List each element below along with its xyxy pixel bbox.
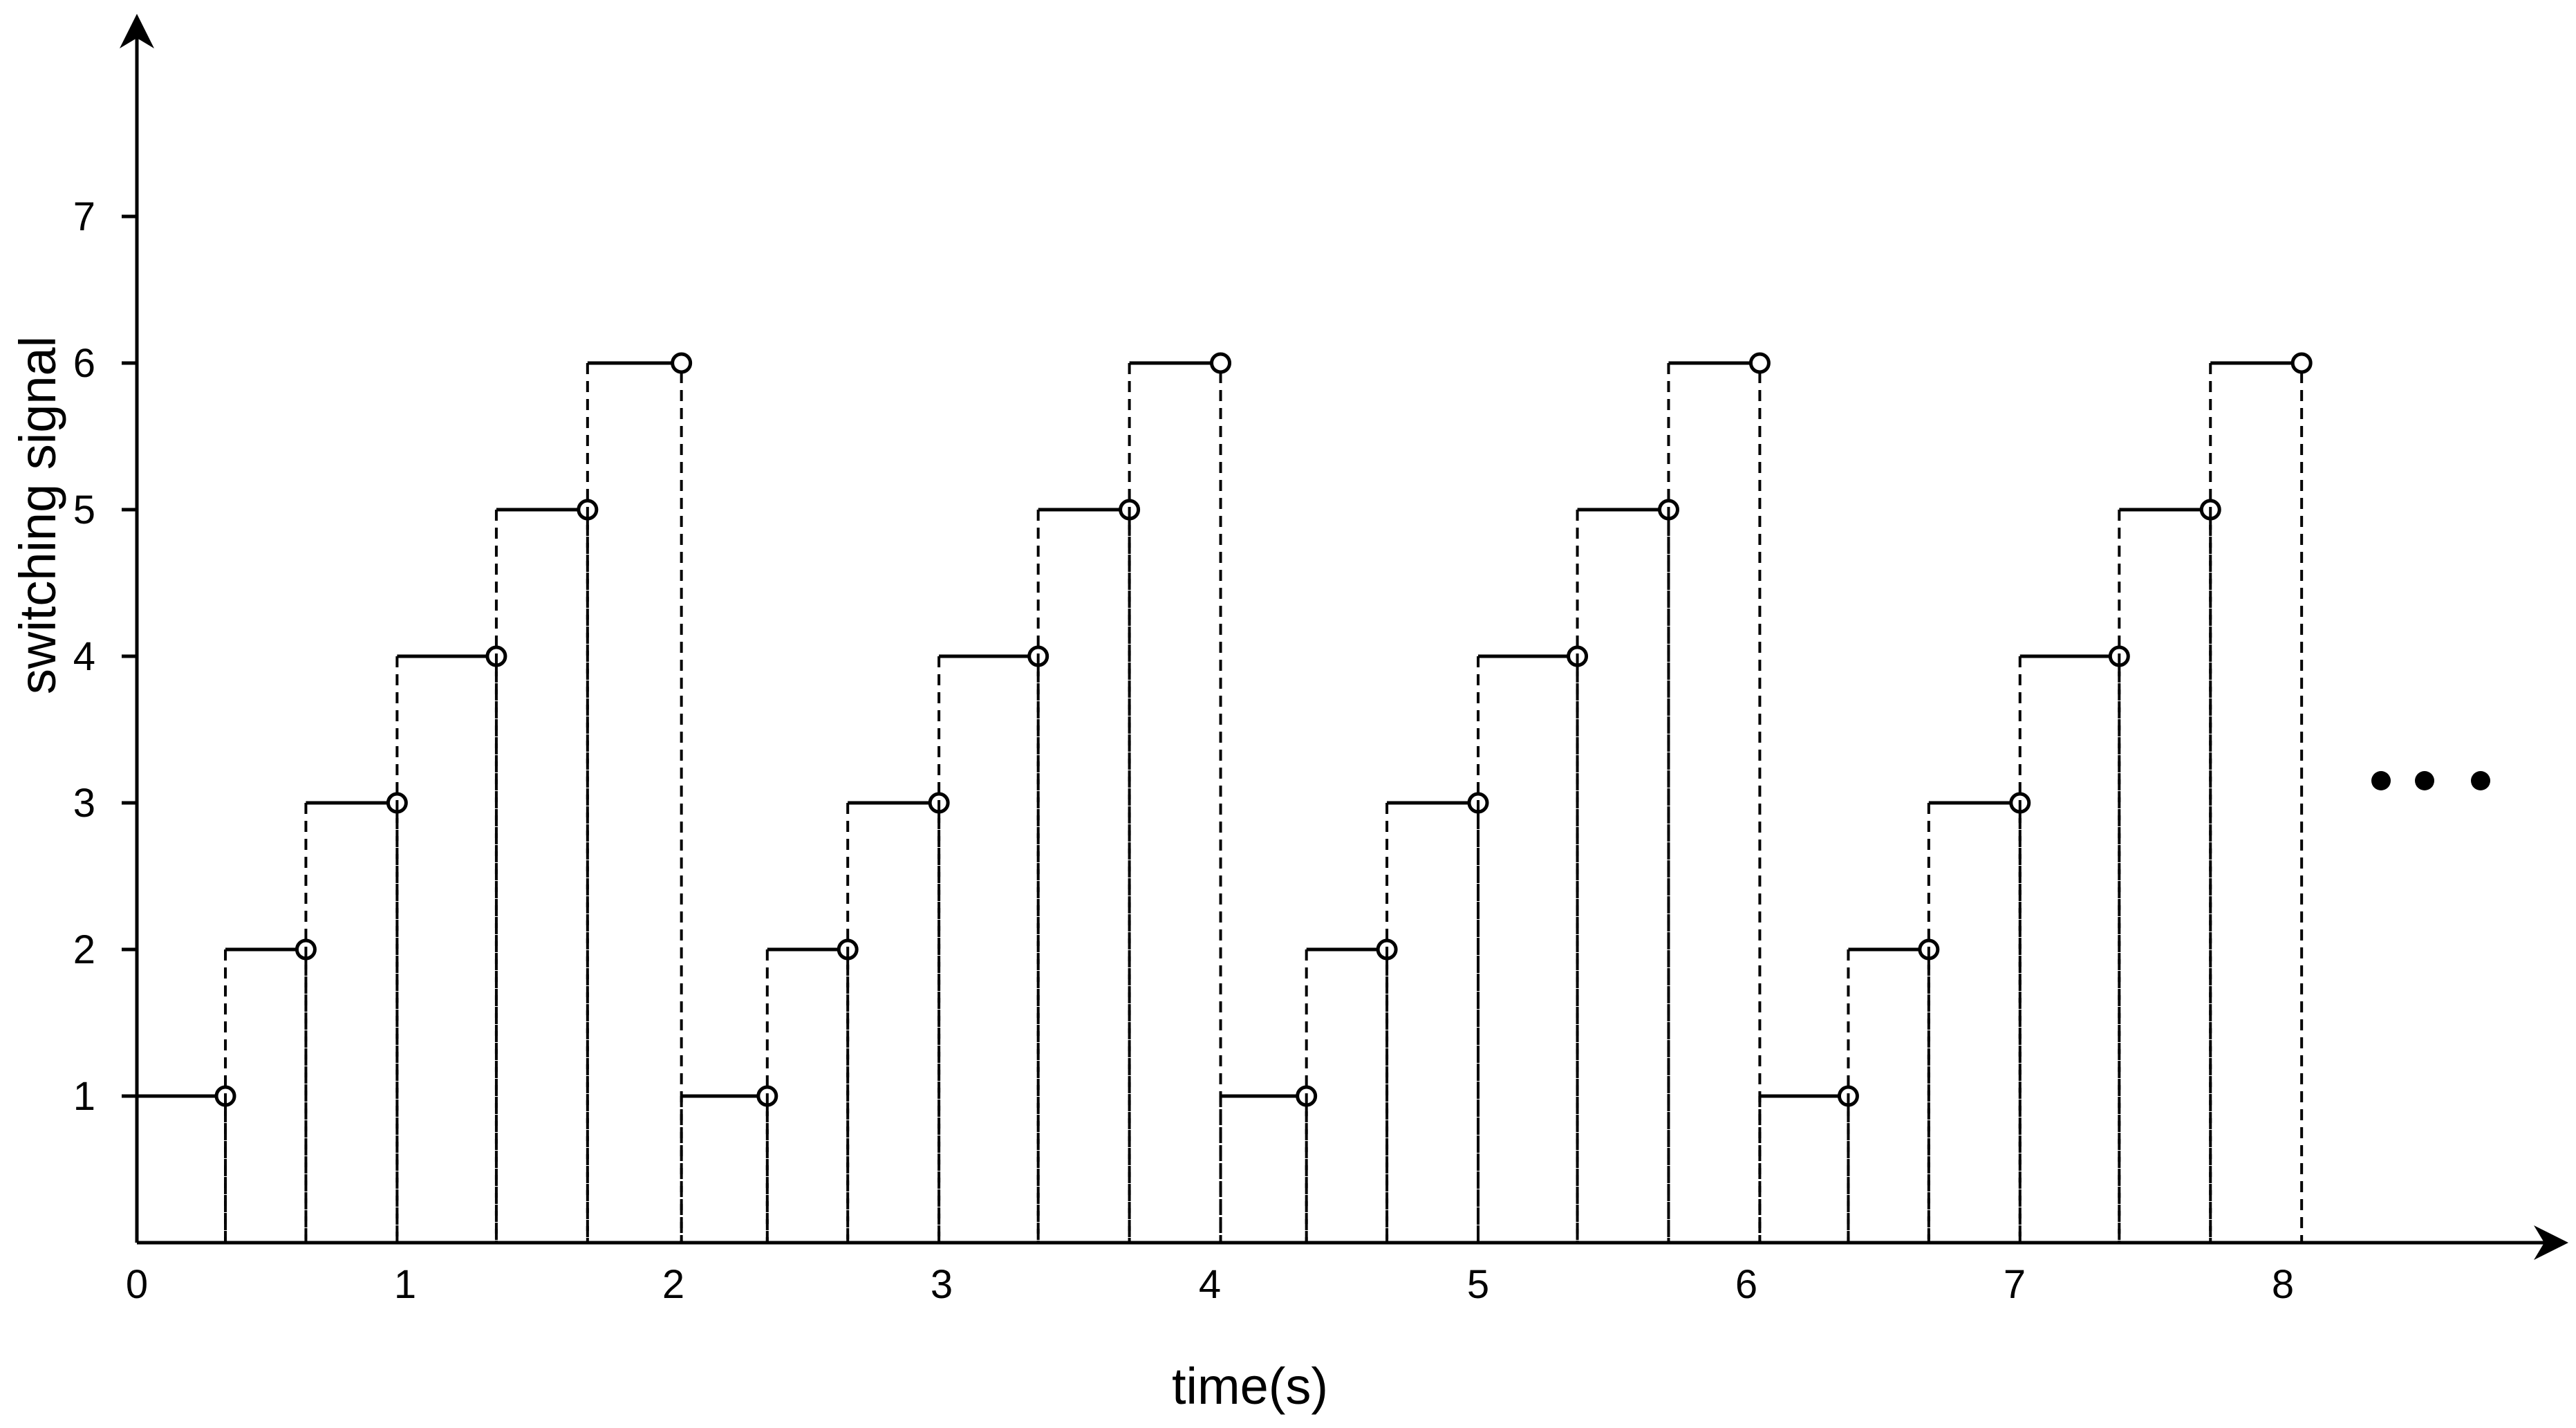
continuation-ellipsis bbox=[2371, 771, 2490, 790]
y-tick-label: 2 bbox=[73, 927, 95, 972]
x-tick-label: 2 bbox=[662, 1262, 684, 1307]
x-tick-label: 1 bbox=[394, 1262, 416, 1307]
y-tick-label: 7 bbox=[73, 194, 95, 239]
y-tick-label: 3 bbox=[73, 781, 95, 826]
step-end-marker bbox=[1210, 352, 1232, 374]
x-tick-label: 7 bbox=[2004, 1262, 2026, 1307]
step-end-marker bbox=[2290, 352, 2313, 374]
y-axis-title: switching signal bbox=[9, 336, 66, 694]
x-axis-ticks: 0 1 2 3 4 5 6 7 8 bbox=[126, 1262, 2294, 1307]
x-axis-title: time(s) bbox=[1172, 1357, 1328, 1415]
y-tick-label: 6 bbox=[73, 341, 95, 386]
y-tick-label: 5 bbox=[73, 488, 95, 532]
plot-area bbox=[136, 352, 2313, 1243]
x-tick-label: 0 bbox=[126, 1262, 148, 1307]
ellipsis-dot bbox=[2415, 771, 2434, 790]
ellipsis-dot bbox=[2371, 771, 2391, 790]
x-tick-label: 5 bbox=[1467, 1262, 1489, 1307]
x-tick-label: 8 bbox=[2272, 1262, 2294, 1307]
y-tick-label: 4 bbox=[73, 634, 95, 679]
x-tick-label: 4 bbox=[1199, 1262, 1221, 1307]
y-axis-ticks: 1 2 3 4 5 6 7 bbox=[73, 194, 137, 1119]
step-end-marker bbox=[1748, 352, 1771, 374]
x-tick-label: 6 bbox=[1735, 1262, 1757, 1307]
x-tick-label: 3 bbox=[931, 1262, 953, 1307]
ellipsis-dot bbox=[2471, 771, 2490, 790]
y-tick-label: 1 bbox=[73, 1074, 95, 1119]
step-end-marker bbox=[671, 352, 693, 374]
